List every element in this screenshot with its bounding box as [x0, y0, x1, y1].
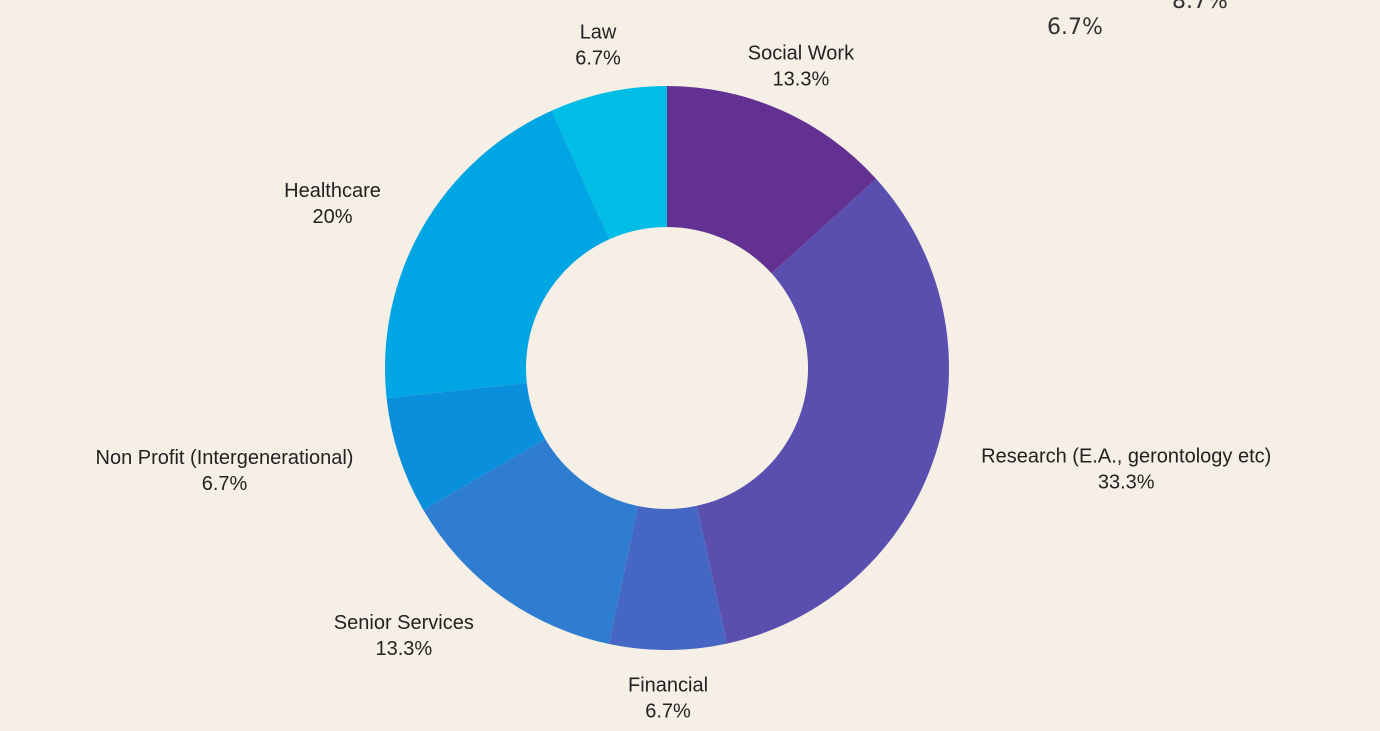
slice-value: 33.3%	[1098, 471, 1155, 493]
donut-slice	[385, 110, 610, 399]
slice-label: Healthcare	[284, 180, 381, 202]
donut-slice	[551, 86, 667, 240]
donut-slice	[667, 86, 877, 274]
slice-value: 6.7%	[645, 700, 691, 722]
slice-value: 13.3%	[773, 69, 830, 91]
slice-value: 13.3%	[375, 638, 432, 660]
donut-slice	[423, 439, 638, 644]
slice-value: 20%	[312, 206, 352, 228]
donut-slice	[608, 505, 727, 650]
slice-label: Financial	[628, 674, 708, 696]
donut-slice	[386, 383, 546, 511]
annotation: 8.7%	[1172, 0, 1228, 14]
annotation: 6.7%	[1047, 15, 1103, 40]
slice-label: Research (E.A., gerontology etc)	[981, 445, 1271, 467]
slice-label: Social Work	[748, 43, 855, 65]
slice-label: Senior Services	[334, 612, 474, 634]
donut-slice	[696, 178, 949, 644]
slice-label: Law	[580, 22, 617, 44]
slice-label: Non Profit (Intergenerational)	[96, 447, 354, 469]
slice-value: 6.7%	[202, 473, 248, 495]
slice-value: 6.7%	[575, 48, 621, 70]
